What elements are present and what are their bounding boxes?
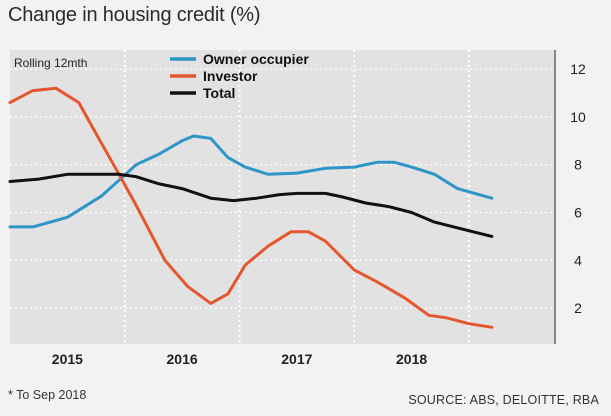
grid: [10, 50, 555, 344]
y-tick-label: 2: [574, 300, 582, 316]
legend-label: Investor: [203, 68, 258, 84]
series-line-investor: [8, 86, 494, 329]
source-note: SOURCE: ABS, DELOITTE, RBA: [408, 393, 599, 407]
x-tick-label: 2018: [396, 351, 427, 367]
legend-label: Total: [203, 85, 235, 101]
y-tick-label: 8: [574, 157, 582, 173]
x-tick-label: 2017: [281, 351, 312, 367]
x-tick-label: 2016: [167, 351, 198, 367]
chart-subtitle: Rolling 12mth: [14, 56, 87, 70]
footnote: * To Sep 2018: [8, 388, 87, 402]
chart-title: Change in housing credit (%): [8, 4, 261, 26]
legend-label: Owner occupier: [203, 51, 309, 67]
y-tick-label: 4: [574, 252, 582, 268]
y-tick-label: 6: [574, 205, 582, 221]
y-tick-label: 12: [570, 61, 586, 77]
plot-background: [10, 50, 555, 344]
axes: 2 4 6 8 10 12 2015 2016 2017 2018: [52, 50, 586, 367]
series-line-owner-occupier: [8, 134, 494, 229]
series-lines: [8, 86, 494, 329]
x-tick-label: 2015: [52, 351, 83, 367]
y-tick-label: 10: [570, 109, 586, 125]
series-line-total: [8, 172, 494, 238]
